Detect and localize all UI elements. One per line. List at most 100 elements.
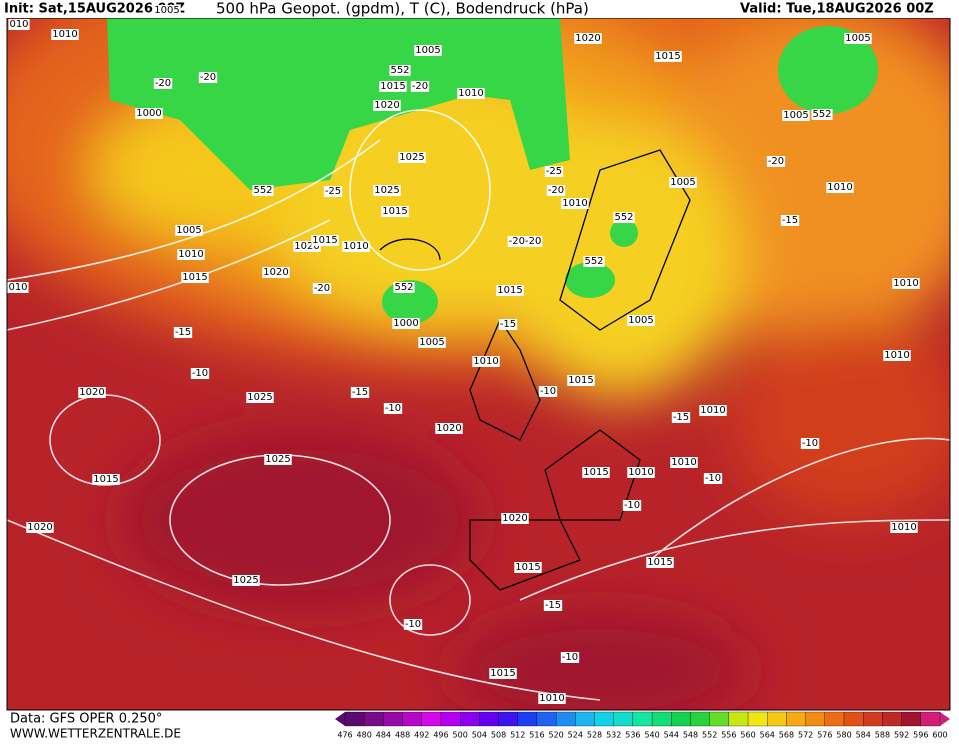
label-box (501, 513, 529, 524)
scale-arrow-left (335, 712, 345, 726)
label-box (323, 186, 343, 197)
map-field (7, 18, 950, 710)
isobar-label: -15 (352, 387, 368, 398)
isobar-label: 1010 (562, 198, 587, 209)
label-box (435, 423, 463, 434)
label-box (613, 212, 635, 223)
scale-swatch (517, 711, 538, 727)
scale-swatch (613, 711, 634, 727)
isobar-label: 010 (9, 19, 28, 30)
site-name: WWW.WETTERZENTRALE.DE (10, 727, 181, 741)
label-box (582, 467, 610, 478)
valid-time: Valid: Tue,18AUG2026 00Z (740, 2, 934, 17)
scale-label: 564 (760, 731, 775, 740)
label-box (782, 110, 810, 121)
scale-swatch (440, 711, 461, 727)
label-box (190, 368, 210, 379)
label-box (671, 412, 691, 423)
isobar-label: 1025 (247, 392, 272, 403)
label-box (383, 403, 403, 414)
isobar-label: 1005 (670, 177, 695, 188)
label-box (546, 185, 566, 196)
isobar-label: -15 (545, 600, 561, 611)
label-box (418, 337, 446, 348)
label-box (567, 375, 595, 386)
label-box (766, 156, 786, 167)
isobar-label: -10 (385, 403, 401, 414)
scale-label: 572 (798, 731, 813, 740)
label-box (800, 438, 820, 449)
label-box (844, 33, 872, 44)
scale-swatch (882, 711, 902, 727)
scale-swatch (651, 711, 672, 727)
isobar-label: -20 (412, 81, 428, 92)
scale-swatch (421, 711, 442, 727)
label-box (574, 33, 602, 44)
label-box (175, 225, 203, 236)
isobar-label: -10 (624, 500, 640, 511)
isobar-label: -15 (500, 319, 516, 330)
scale-swatch (671, 711, 691, 727)
scale-label: 504 (472, 731, 487, 740)
isobar-label: 1005 (783, 110, 808, 121)
scale-label: 488 (395, 731, 410, 740)
scale-swatch (920, 711, 941, 727)
label-box (393, 282, 415, 293)
label-box (232, 575, 260, 586)
scale-label: 560 (740, 731, 755, 740)
label-box (514, 562, 542, 573)
label-box (457, 88, 485, 99)
label-box (890, 522, 918, 533)
isobar-label: 1010 (628, 467, 653, 478)
label-box (622, 500, 642, 511)
label-box (350, 387, 370, 398)
isobar-label: -10 (192, 368, 208, 379)
scale-label: 528 (587, 731, 602, 740)
scale-swatch (805, 711, 825, 727)
label-box (646, 557, 674, 568)
label-box (92, 474, 120, 485)
scale-swatch (479, 711, 499, 727)
scale-label: 540 (644, 731, 659, 740)
isobar-label: 1020 (27, 522, 52, 533)
label-box (264, 454, 292, 465)
isobar-label: 1010 (893, 278, 918, 289)
isobar-label: 1005 (176, 225, 201, 236)
scale-label: 552 (702, 731, 717, 740)
label-box (489, 668, 517, 679)
label-box (472, 356, 500, 367)
isobar-label: 1015 (515, 562, 540, 573)
scale-label: 520 (548, 731, 563, 740)
isobar-label: -10 (705, 473, 721, 484)
isobar-label: 1000 (393, 318, 418, 329)
scale-label: 496 (433, 731, 448, 740)
label-box (373, 185, 401, 196)
label-box (153, 5, 181, 16)
label-box (780, 215, 800, 226)
scale-label: 588 (875, 731, 890, 740)
isobar-label: -25 (546, 166, 562, 177)
data-source: Data: GFS OPER 0.250° (10, 712, 162, 727)
isobar-label: 1010 (827, 182, 852, 193)
isobar-label: 1005 (154, 5, 179, 16)
label-box (410, 81, 430, 92)
isobar-label: -25 (325, 186, 341, 197)
isobar-label: 552 (614, 212, 633, 223)
scale-swatch (690, 711, 710, 727)
scale-label: 592 (894, 731, 909, 740)
scale-label: 476 (337, 731, 352, 740)
label-box (181, 272, 209, 283)
isobar-label: 1025 (265, 454, 290, 465)
label-box (543, 600, 563, 611)
isobar-label: 1020 (575, 33, 600, 44)
scale-swatch (863, 711, 883, 727)
isobar-label: 1020 (79, 387, 104, 398)
scale-swatch (536, 711, 557, 727)
isobar-label: 010 (8, 282, 27, 293)
isobar-label: 1015 (382, 206, 407, 217)
isobar-label: -20 (548, 185, 564, 196)
isobar-label: 1020 (436, 423, 461, 434)
isobar-label: -10 (562, 652, 578, 663)
isobar-label: 1015 (497, 285, 522, 296)
